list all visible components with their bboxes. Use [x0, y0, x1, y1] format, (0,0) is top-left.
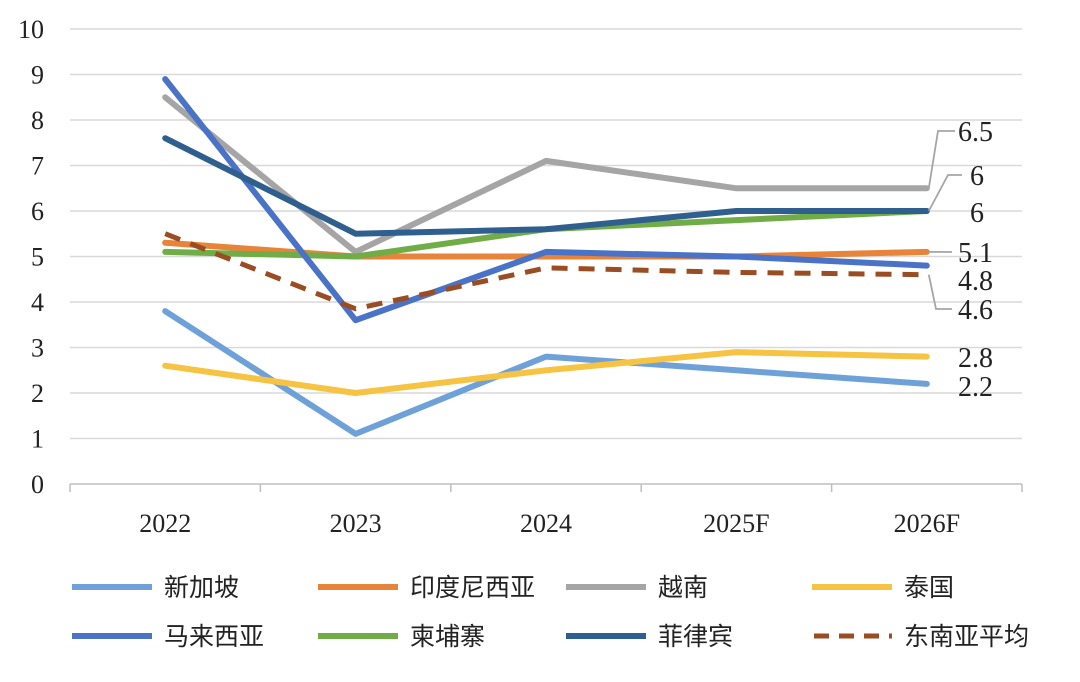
legend-label: 柬埔寨 — [410, 622, 485, 651]
axes — [69, 483, 1023, 492]
y-tick-label: 7 — [31, 152, 44, 181]
end-label: 6 — [970, 161, 984, 192]
y-tick-label: 2 — [31, 379, 44, 408]
legend-item-马来西亚: 马来西亚 — [72, 622, 264, 651]
series-line-印度尼西亚 — [162, 239, 930, 260]
legend-item-印度尼西亚: 印度尼西亚 — [318, 573, 535, 602]
y-tick-label: 1 — [31, 425, 44, 454]
y-tick-label: 0 — [31, 470, 44, 499]
legend-label: 泰国 — [904, 573, 954, 602]
y-tick-label: 5 — [31, 243, 44, 272]
x-tick-label: 2024 — [520, 509, 572, 538]
legend-label: 新加坡 — [164, 573, 239, 602]
x-tick-label: 2022 — [139, 509, 191, 538]
x-tick-label: 2025F — [703, 509, 769, 538]
legend-label: 越南 — [658, 573, 708, 602]
x-tick-label: 2023 — [330, 509, 382, 538]
end-label-leaders — [927, 130, 962, 310]
x-axis-ticks: 2022 2023 2024 2025F 2026F — [139, 509, 960, 538]
y-tick-label: 3 — [31, 334, 44, 363]
end-label: 4.8 — [958, 266, 993, 297]
y-axis-ticks: 0 1 2 3 4 5 6 7 8 9 10 — [18, 15, 44, 499]
series-line-马来西亚 — [162, 76, 930, 324]
legend-item-东南亚平均: 东南亚平均 — [814, 622, 1029, 651]
end-label: 2.8 — [958, 343, 993, 374]
series-lines — [162, 76, 930, 437]
grid-lines — [70, 28, 1022, 440]
legend-label: 东南亚平均 — [904, 622, 1029, 651]
legend-label: 马来西亚 — [164, 622, 264, 651]
series-line-泰国 — [162, 349, 930, 396]
end-label: 6.5 — [958, 117, 993, 148]
end-label: 5.1 — [958, 238, 993, 269]
y-tick-label: 9 — [31, 61, 44, 90]
y-tick-label: 6 — [31, 197, 44, 226]
legend-item-越南: 越南 — [566, 573, 708, 602]
y-tick-label: 4 — [31, 288, 44, 317]
legend-item-新加坡: 新加坡 — [72, 573, 239, 602]
end-label: 2.2 — [958, 372, 993, 403]
series-line-菲律宾 — [162, 135, 930, 237]
legend-item-柬埔寨: 柬埔寨 — [318, 622, 485, 651]
end-label: 6 — [970, 198, 984, 229]
y-tick-label: 10 — [18, 15, 44, 44]
end-label-leader — [927, 130, 955, 189]
legend-label: 印度尼西亚 — [410, 573, 535, 602]
end-label: 4.6 — [958, 295, 993, 326]
legend-item-泰国: 泰国 — [812, 573, 954, 602]
end-label-leader — [927, 274, 952, 310]
legend-item-菲律宾: 菲律宾 — [566, 622, 733, 651]
series-line-东南亚平均 — [164, 231, 927, 312]
x-tick-label: 2026F — [894, 509, 960, 538]
y-tick-label: 8 — [31, 106, 44, 135]
series-line-新加坡 — [162, 308, 930, 437]
end-label-leader — [928, 174, 962, 212]
legend-label: 菲律宾 — [658, 622, 733, 651]
end-labels: 6.5 6 6 5.14.84.6 2.82.2 — [958, 117, 993, 403]
